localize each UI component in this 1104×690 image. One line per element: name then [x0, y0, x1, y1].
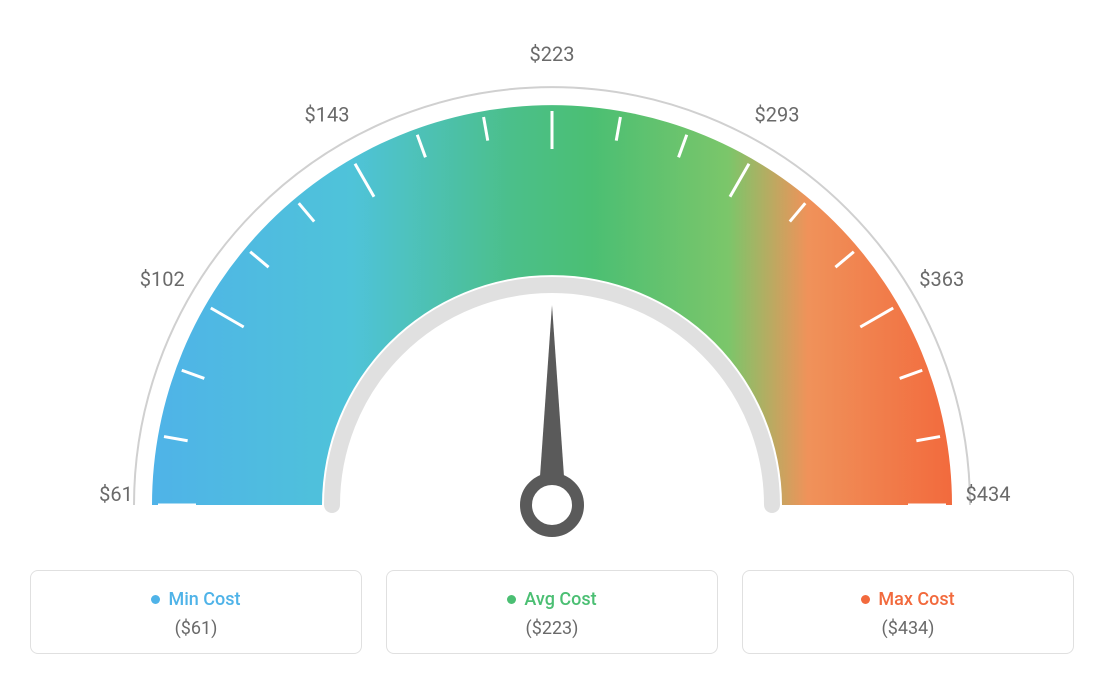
- gauge-tick-label: $293: [755, 102, 800, 126]
- gauge-tick-label: $434: [966, 482, 1011, 506]
- legend-label-max: Max Cost: [878, 589, 954, 610]
- legend-title-avg: Avg Cost: [507, 589, 596, 610]
- gauge-svg: $61 $102 $143 $223 $293 $363 $434: [0, 0, 1104, 560]
- legend-value-max: ($434): [743, 618, 1073, 639]
- dot-icon-max: [861, 595, 870, 604]
- legend-row: Min Cost ($61) Avg Cost ($223) Max Cost …: [0, 570, 1104, 654]
- dot-icon-min: [151, 595, 160, 604]
- gauge-tick-label: $223: [530, 42, 575, 66]
- legend-card-min: Min Cost ($61): [30, 570, 362, 654]
- legend-value-avg: ($223): [387, 618, 717, 639]
- gauge-tick-label: $61: [99, 482, 133, 506]
- gauge-tick-label: $143: [305, 102, 350, 126]
- legend-label-min: Min Cost: [168, 589, 240, 610]
- gauge-container: $61 $102 $143 $223 $293 $363 $434: [0, 0, 1104, 560]
- gauge-tick-label: $102: [140, 267, 185, 291]
- legend-card-avg: Avg Cost ($223): [386, 570, 718, 654]
- legend-label-avg: Avg Cost: [524, 589, 596, 610]
- legend-title-min: Min Cost: [151, 589, 240, 610]
- dot-icon-avg: [507, 595, 516, 604]
- legend-title-max: Max Cost: [861, 589, 954, 610]
- legend-value-min: ($61): [31, 618, 361, 639]
- gauge-tick-label: $363: [919, 267, 964, 291]
- legend-card-max: Max Cost ($434): [742, 570, 1074, 654]
